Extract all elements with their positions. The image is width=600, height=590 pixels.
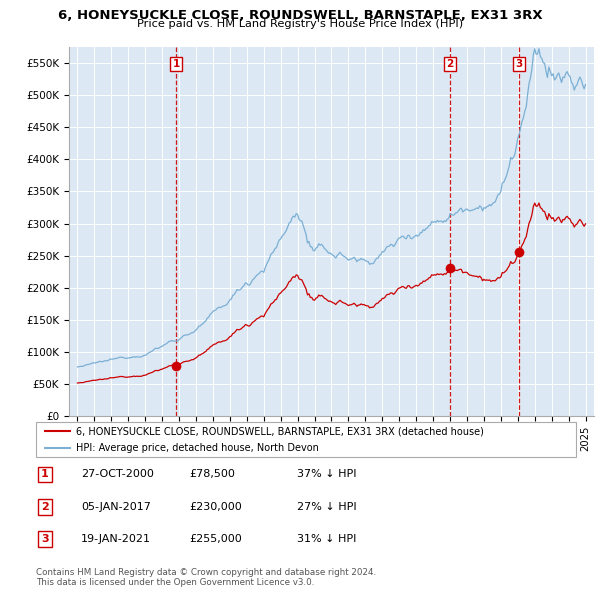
Text: 3: 3	[515, 59, 522, 69]
Text: Price paid vs. HM Land Registry's House Price Index (HPI): Price paid vs. HM Land Registry's House …	[137, 19, 463, 30]
Text: 27% ↓ HPI: 27% ↓ HPI	[297, 502, 356, 512]
Text: 2: 2	[41, 502, 49, 512]
Text: 19-JAN-2021: 19-JAN-2021	[81, 535, 151, 544]
Text: 6, HONEYSUCKLE CLOSE, ROUNDSWELL, BARNSTAPLE, EX31 3RX (detached house): 6, HONEYSUCKLE CLOSE, ROUNDSWELL, BARNST…	[77, 427, 484, 437]
Text: 3: 3	[41, 535, 49, 544]
Text: 2: 2	[446, 59, 454, 69]
Text: 05-JAN-2017: 05-JAN-2017	[81, 502, 151, 512]
Text: 1: 1	[172, 59, 179, 69]
Text: 31% ↓ HPI: 31% ↓ HPI	[297, 535, 356, 544]
Text: £230,000: £230,000	[189, 502, 242, 512]
FancyBboxPatch shape	[36, 422, 576, 457]
Text: £255,000: £255,000	[189, 535, 242, 544]
Text: HPI: Average price, detached house, North Devon: HPI: Average price, detached house, Nort…	[77, 442, 319, 453]
Text: 37% ↓ HPI: 37% ↓ HPI	[297, 470, 356, 479]
Text: Contains HM Land Registry data © Crown copyright and database right 2024.
This d: Contains HM Land Registry data © Crown c…	[36, 568, 376, 587]
Text: 6, HONEYSUCKLE CLOSE, ROUNDSWELL, BARNSTAPLE, EX31 3RX: 6, HONEYSUCKLE CLOSE, ROUNDSWELL, BARNST…	[58, 9, 542, 22]
Text: £78,500: £78,500	[189, 470, 235, 479]
Text: 1: 1	[41, 470, 49, 479]
Text: 27-OCT-2000: 27-OCT-2000	[81, 470, 154, 479]
